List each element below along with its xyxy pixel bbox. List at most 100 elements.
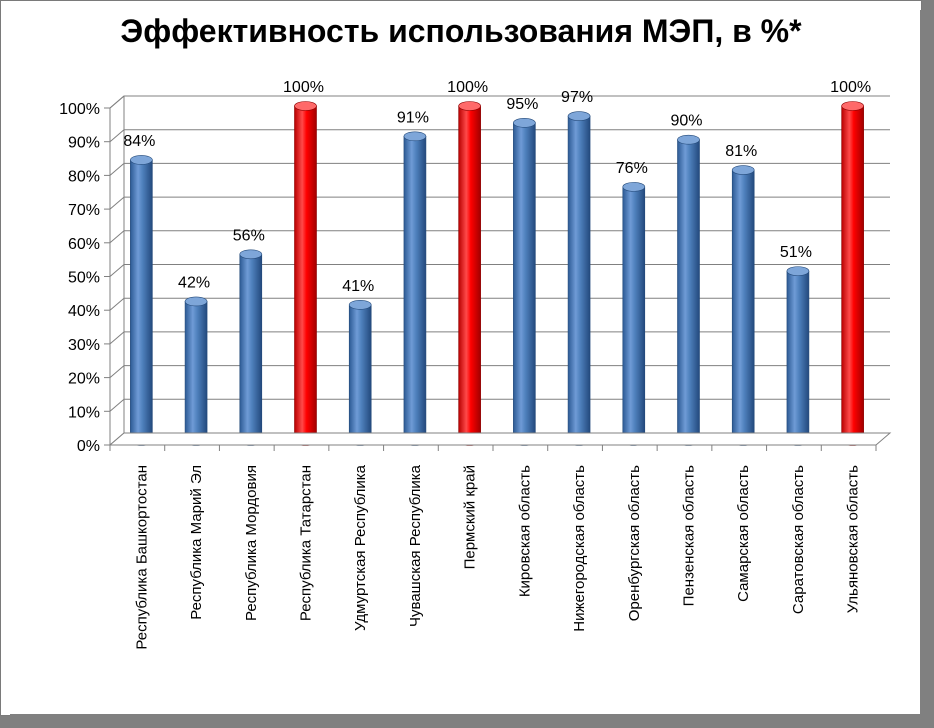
bar-top <box>622 182 646 192</box>
x-axis: Республика Башкортостан Республика Марий … <box>108 432 892 650</box>
bar <box>458 101 481 446</box>
bar-top <box>294 101 317 111</box>
data-label: 56% <box>233 227 265 244</box>
y-tick-label: 100% <box>59 101 100 118</box>
bar <box>731 165 755 446</box>
bar <box>841 101 864 446</box>
bar-top <box>567 111 591 121</box>
bar <box>130 155 153 446</box>
bar-body <box>731 169 755 446</box>
grid-lines <box>109 95 890 446</box>
bar-body <box>622 186 646 446</box>
x-tick-label: Нижегородская область <box>571 465 588 632</box>
x-tick-label: Самарская область <box>735 465 752 602</box>
gridline <box>109 129 890 143</box>
bar-top <box>458 101 481 111</box>
bar <box>294 101 317 446</box>
x-tick-label: Удмуртская Республика <box>352 464 369 631</box>
data-label: 90% <box>670 113 702 130</box>
y-tick-label: 10% <box>68 404 100 421</box>
frame-shadow-bottom <box>10 714 934 728</box>
x-tick-label: Чувашская Республика <box>407 464 424 627</box>
data-label: 42% <box>178 274 210 291</box>
bar-top <box>677 134 700 145</box>
gridline <box>109 331 890 345</box>
bar-top <box>403 131 427 142</box>
data-label: 51% <box>780 244 812 261</box>
bar-body <box>567 115 591 446</box>
bar-top <box>239 249 263 260</box>
x-tick-label: Ульяновская область <box>845 465 862 613</box>
data-label: 97% <box>561 89 593 106</box>
frame-shadow-right <box>920 10 934 728</box>
bar-top <box>184 296 208 307</box>
y-axis-depth <box>109 95 125 109</box>
gridline <box>109 230 890 244</box>
bar-top <box>130 155 153 165</box>
data-label: 100% <box>447 79 488 96</box>
bar-body <box>513 122 536 446</box>
bar <box>239 249 263 446</box>
bar-body <box>130 159 153 446</box>
bar-top <box>348 300 372 310</box>
bar-body <box>239 253 263 446</box>
data-label: 91% <box>397 109 429 126</box>
bar-body <box>348 304 372 446</box>
bar <box>348 300 372 446</box>
data-label: 100% <box>830 79 871 96</box>
bar <box>622 182 646 446</box>
x-tick-label: Пензенская область <box>681 465 698 606</box>
bar <box>184 296 208 446</box>
bar <box>677 134 700 446</box>
data-label: 95% <box>506 96 538 113</box>
x-tick-label: Пермский край <box>462 465 479 569</box>
bar <box>403 131 427 446</box>
floor <box>108 432 892 446</box>
gridline <box>109 297 890 311</box>
x-tick-label: Республика Мордовия <box>243 465 260 621</box>
gridline <box>109 162 890 176</box>
x-tick-label: Оренбургская область <box>626 465 643 621</box>
bar-top <box>786 266 810 276</box>
y-axis: 0% 10% 20% 30% 40% 50% 60% 70% 80% 90% 100% <box>59 95 125 455</box>
y-tick-label: 30% <box>68 337 100 354</box>
x-tick-label: Республика Марий Эл <box>188 465 205 620</box>
bar-top <box>513 118 536 128</box>
bar-body <box>184 301 208 446</box>
y-tick-label: 70% <box>68 202 100 219</box>
bar-body <box>841 105 864 446</box>
x-tick-label: Кировская область <box>516 465 533 597</box>
data-label: 81% <box>725 143 757 160</box>
chart-title: Эффективность использования МЭП, в %* <box>120 13 802 49</box>
bar-body <box>403 136 427 446</box>
x-tick-label: Республика Башкортостан <box>133 465 150 650</box>
y-tick-label: 90% <box>68 135 100 152</box>
data-label: 76% <box>616 160 648 177</box>
y-tick-label: 60% <box>68 236 100 253</box>
y-tick-label: 80% <box>68 168 100 185</box>
y-tick-label: 50% <box>68 270 100 287</box>
y-tick-label: 0% <box>77 438 100 455</box>
data-label: 100% <box>283 79 324 96</box>
bar-body <box>294 105 317 446</box>
bar-body <box>786 270 810 446</box>
gridline <box>109 398 890 412</box>
data-label: 84% <box>123 133 155 150</box>
x-tick-label: Саратовская область <box>790 465 807 614</box>
bar <box>513 118 536 446</box>
gridline <box>109 365 890 378</box>
bar-top <box>841 101 864 111</box>
y-tick-label: 20% <box>68 371 100 388</box>
gridline <box>109 196 890 210</box>
gridline <box>109 264 890 277</box>
y-tick-label: 40% <box>68 303 100 320</box>
bars <box>130 101 864 446</box>
bar-top <box>731 165 755 175</box>
bar <box>786 266 810 446</box>
data-labels: 84% 42% 56% 100% 41% 91% 100% 95% 97% 76% 90% 81% 51… <box>123 79 871 295</box>
bar-body <box>458 105 481 446</box>
gridline <box>109 95 890 109</box>
bar-body <box>677 139 700 446</box>
data-label: 41% <box>342 278 374 295</box>
